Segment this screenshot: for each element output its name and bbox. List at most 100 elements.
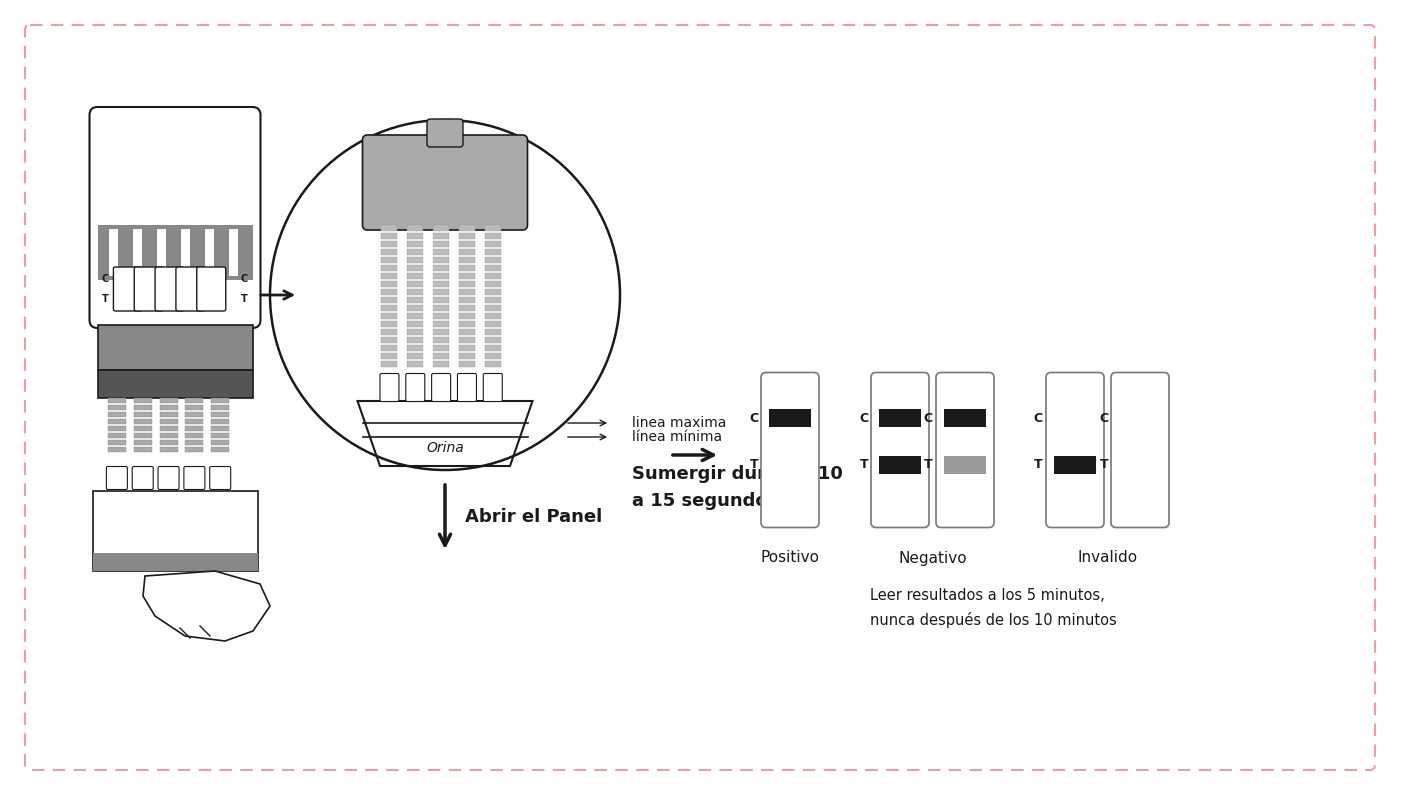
Bar — [133, 426, 151, 431]
Text: T: T — [925, 458, 933, 471]
Text: C: C — [1098, 411, 1108, 425]
Bar — [460, 257, 475, 263]
Circle shape — [270, 120, 621, 470]
Bar — [133, 419, 151, 424]
FancyBboxPatch shape — [1111, 373, 1168, 527]
Bar — [381, 273, 398, 279]
FancyBboxPatch shape — [132, 466, 153, 490]
Bar — [160, 440, 178, 445]
Bar — [433, 233, 450, 239]
Bar — [160, 405, 178, 410]
Bar — [460, 337, 475, 343]
Text: Invalido: Invalido — [1077, 550, 1138, 566]
Bar — [212, 447, 230, 452]
FancyBboxPatch shape — [761, 373, 820, 527]
Bar — [381, 297, 398, 303]
Bar — [433, 289, 450, 295]
Bar — [485, 321, 500, 327]
Text: linea maxima: linea maxima — [632, 416, 726, 430]
Bar — [108, 440, 126, 445]
Bar — [212, 426, 230, 431]
Bar — [98, 225, 252, 280]
Bar — [212, 419, 230, 424]
Bar — [408, 337, 423, 343]
Bar — [212, 412, 230, 417]
Bar — [944, 409, 986, 427]
Bar — [485, 233, 500, 239]
Bar — [212, 398, 230, 403]
Bar — [108, 412, 126, 417]
Bar — [381, 265, 398, 271]
Text: C: C — [859, 411, 869, 425]
Bar — [133, 440, 151, 445]
Bar — [485, 225, 500, 231]
Bar — [433, 305, 450, 311]
FancyBboxPatch shape — [90, 107, 261, 328]
Bar — [433, 297, 450, 303]
Bar — [381, 233, 398, 239]
Text: Negativo: Negativo — [898, 550, 967, 566]
FancyBboxPatch shape — [106, 466, 127, 490]
Bar — [381, 249, 398, 255]
Bar — [157, 229, 167, 276]
FancyBboxPatch shape — [432, 374, 451, 402]
FancyBboxPatch shape — [113, 267, 143, 311]
Bar — [460, 329, 475, 335]
Bar — [433, 345, 450, 351]
Bar — [381, 305, 398, 311]
Bar — [133, 398, 151, 403]
Bar — [408, 297, 423, 303]
FancyBboxPatch shape — [380, 374, 399, 402]
Bar — [944, 455, 986, 474]
Bar — [408, 313, 423, 319]
Bar — [460, 345, 475, 351]
Bar — [185, 447, 203, 452]
Bar — [408, 361, 423, 367]
Bar — [381, 321, 398, 327]
Bar — [160, 426, 178, 431]
FancyBboxPatch shape — [427, 119, 462, 147]
Bar — [485, 361, 500, 367]
FancyBboxPatch shape — [871, 373, 929, 527]
Bar — [381, 281, 398, 287]
Bar — [485, 241, 500, 247]
Bar — [433, 321, 450, 327]
Bar — [212, 405, 230, 410]
Bar — [460, 313, 475, 319]
FancyBboxPatch shape — [196, 267, 226, 311]
Bar — [460, 273, 475, 279]
Text: Leer resultados a los 5 minutos,: Leer resultados a los 5 minutos, — [870, 587, 1105, 602]
Text: Sumergir durante 10: Sumergir durante 10 — [632, 465, 843, 483]
Bar — [485, 273, 500, 279]
FancyBboxPatch shape — [158, 466, 179, 490]
Bar — [205, 229, 214, 276]
Bar — [878, 409, 920, 427]
FancyBboxPatch shape — [363, 135, 528, 230]
FancyBboxPatch shape — [177, 267, 205, 311]
Bar — [433, 281, 450, 287]
Text: a 15 segundos: a 15 segundos — [632, 492, 778, 510]
Bar — [381, 289, 398, 295]
Bar — [98, 325, 252, 370]
Bar — [485, 345, 500, 351]
Bar — [408, 345, 423, 351]
Bar — [381, 337, 398, 343]
Bar — [460, 289, 475, 295]
Bar — [133, 229, 143, 276]
Bar — [408, 257, 423, 263]
Text: C: C — [923, 411, 933, 425]
Bar — [185, 412, 203, 417]
Bar — [185, 405, 203, 410]
Bar — [185, 426, 203, 431]
Text: T: T — [750, 458, 758, 471]
Bar — [92, 553, 258, 571]
Bar — [408, 265, 423, 271]
Bar — [460, 241, 475, 247]
Bar — [433, 353, 450, 359]
Bar — [460, 321, 475, 327]
Bar — [381, 225, 398, 231]
Text: C: C — [1034, 411, 1042, 425]
Bar — [212, 433, 230, 438]
Bar — [133, 447, 151, 452]
FancyBboxPatch shape — [134, 267, 164, 311]
